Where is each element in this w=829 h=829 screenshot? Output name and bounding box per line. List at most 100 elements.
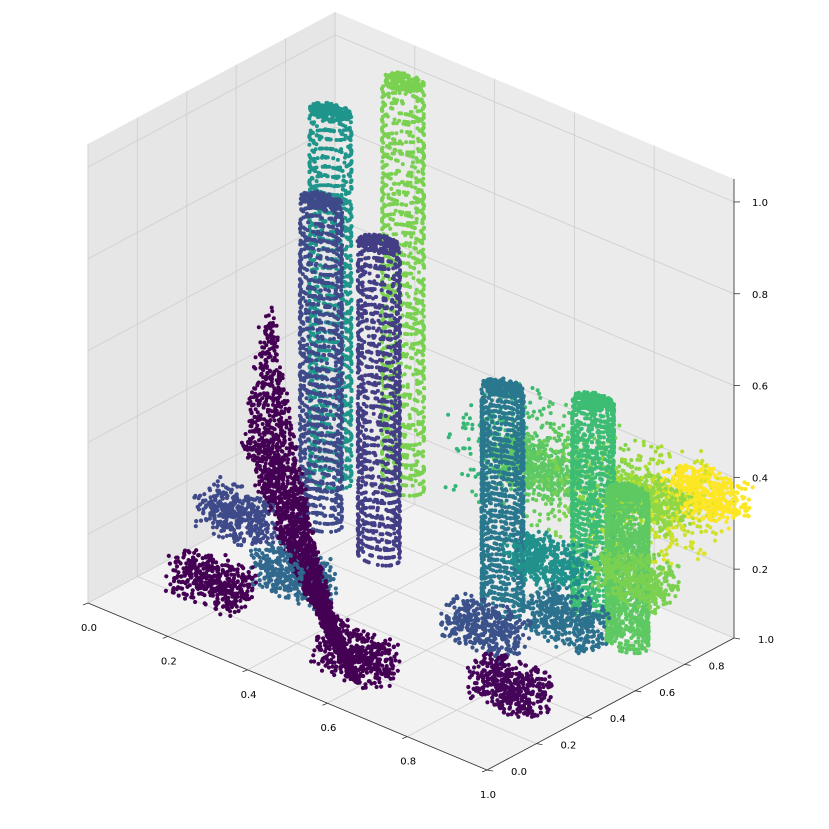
data-point [698, 525, 702, 529]
data-point [422, 294, 426, 298]
data-point [468, 416, 472, 420]
data-point [384, 224, 388, 228]
data-point [566, 431, 570, 435]
data-point [410, 174, 414, 178]
data-point [402, 120, 406, 124]
data-point [325, 339, 329, 343]
data-point [397, 119, 401, 123]
data-point [393, 289, 397, 293]
data-point [349, 244, 353, 248]
data-point [393, 118, 397, 122]
data-point [410, 185, 414, 189]
data-point [326, 183, 330, 187]
data-point [345, 164, 349, 168]
data-point [317, 399, 321, 403]
data-point [536, 444, 540, 448]
data-point [249, 410, 253, 414]
data-point [270, 309, 274, 313]
data-point [412, 266, 416, 270]
data-point [319, 172, 323, 176]
data-point [400, 99, 404, 103]
data-point [383, 102, 387, 106]
data-point [303, 255, 307, 259]
data-point [346, 265, 350, 269]
data-point [656, 446, 660, 450]
data-point [422, 183, 426, 187]
data-point [717, 471, 721, 475]
data-point [562, 414, 566, 418]
data-point [409, 201, 413, 205]
data-point [559, 449, 563, 453]
data-point [344, 467, 348, 471]
data-point [322, 476, 326, 480]
data-point [398, 139, 402, 143]
data-point [544, 463, 548, 467]
data-point [340, 193, 344, 197]
data-point [535, 417, 539, 421]
data-point [699, 530, 703, 534]
data-point [418, 290, 422, 294]
data-point [557, 426, 561, 430]
data-point [629, 458, 633, 462]
data-point [622, 448, 626, 452]
data-point [347, 136, 351, 140]
data-point [347, 338, 351, 342]
data-point [408, 265, 412, 269]
data-point [397, 169, 401, 173]
data-point [549, 411, 553, 415]
data-point [386, 458, 390, 462]
data-point [405, 282, 409, 286]
data-point [382, 203, 386, 207]
data-point [420, 117, 424, 121]
data-point [395, 98, 399, 102]
data-point [388, 142, 392, 146]
data-point [419, 350, 423, 354]
data-point [415, 160, 419, 164]
data-point [333, 307, 337, 311]
data-point [547, 454, 551, 458]
data-point [547, 405, 551, 409]
data-point [387, 203, 391, 207]
data-point [336, 166, 340, 170]
data-point [275, 359, 279, 363]
data-point [349, 259, 353, 263]
data-point [392, 182, 396, 186]
data-point [274, 352, 278, 356]
data-point [557, 432, 561, 436]
data-point [415, 200, 419, 204]
data-point [415, 301, 419, 305]
data-point [417, 139, 421, 143]
data-point [561, 442, 565, 446]
data-point [314, 358, 318, 362]
data-point [316, 129, 320, 133]
data-point [422, 284, 426, 288]
data-point [320, 359, 324, 363]
data-point [349, 474, 353, 478]
data-point [409, 332, 413, 336]
data-point [334, 148, 338, 152]
data-point [308, 183, 312, 187]
data-point [266, 324, 270, 328]
data-point [262, 406, 266, 410]
data-point [388, 146, 392, 150]
data-point [626, 463, 630, 467]
data-point [545, 443, 549, 447]
data-point [350, 454, 354, 458]
data-point [270, 306, 274, 310]
data-point [382, 192, 386, 196]
data-point [406, 383, 410, 387]
data-point [263, 329, 267, 333]
data-point [416, 250, 420, 254]
data-point [408, 285, 412, 289]
data-point [403, 332, 407, 336]
data-point [268, 347, 272, 351]
data-point [532, 488, 536, 492]
data-point [404, 203, 408, 207]
data-point [422, 133, 426, 137]
data-point [552, 422, 556, 426]
data-point [528, 401, 532, 405]
data-point [392, 232, 396, 236]
data-point [323, 118, 327, 122]
data-point [349, 355, 353, 359]
data-point [413, 332, 417, 336]
